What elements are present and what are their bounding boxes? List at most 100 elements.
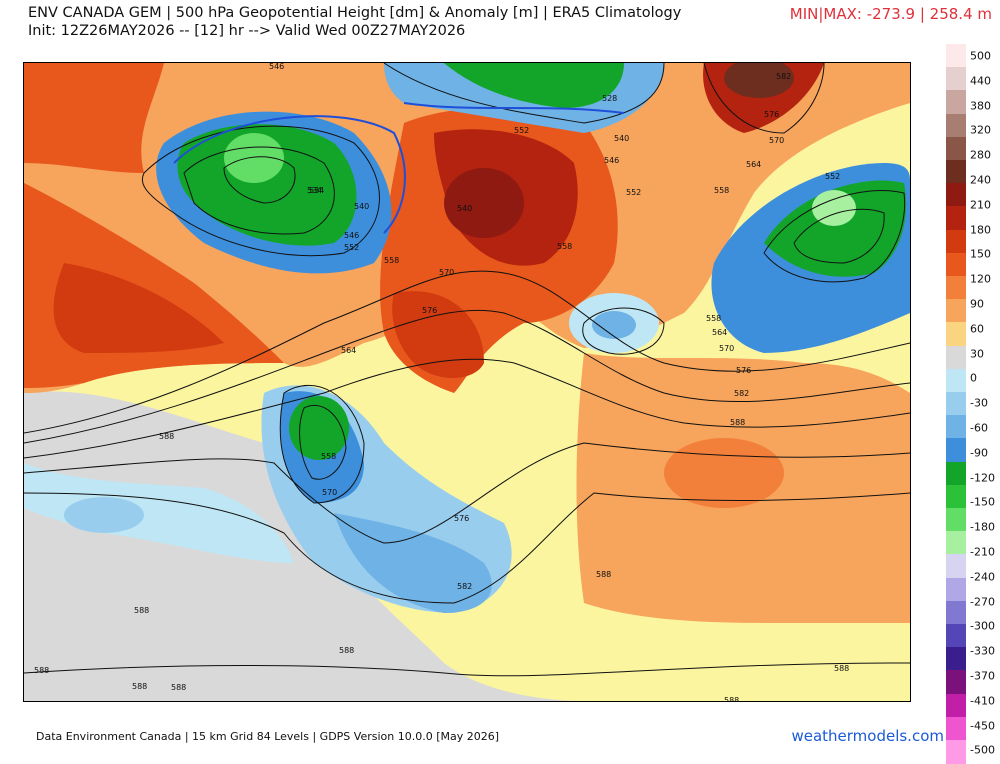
contour-label: 570	[719, 344, 734, 353]
sw-low-peak	[289, 396, 349, 460]
colorbar-swatch	[946, 299, 966, 323]
contour-label: 552	[514, 126, 529, 135]
colorbar-tick-label: -450	[970, 719, 995, 733]
colorbar-tick-label: 380	[970, 99, 991, 113]
min-max-readout: MIN|MAX: -273.9 | 258.4 m	[789, 5, 992, 23]
anomaly-zero-band-pacific	[24, 391, 324, 533]
colorbar-tick-label: 240	[970, 173, 991, 187]
colorbar-tick-label: 150	[970, 247, 991, 261]
anomaly-map: 546 528 534 540 582 576 570 564 558 552 …	[24, 63, 910, 701]
colorbar-swatch	[946, 740, 966, 764]
contour-label: 582	[776, 72, 791, 81]
colorbar-swatch	[946, 90, 966, 115]
prairie-ridge	[392, 291, 484, 378]
contour-label: 546	[344, 231, 359, 240]
colorbar-swatch	[946, 716, 966, 741]
contour-label: 540	[457, 204, 472, 213]
colorbar-tick-label: 0	[970, 371, 977, 385]
contour-label: 576	[764, 110, 779, 119]
contour-label: 588	[339, 646, 354, 655]
contour-label: 588	[132, 682, 147, 691]
pacific-ridge-core	[53, 263, 224, 353]
colorbar-swatch	[946, 624, 966, 648]
alaska-trough-peak	[224, 133, 284, 183]
contour-label: 582	[734, 389, 749, 398]
colorbar-tick-label: -270	[970, 595, 995, 609]
contour-label: 588	[34, 666, 49, 675]
colorbar-tick-label: -60	[970, 421, 988, 435]
contour-label: 582	[457, 582, 472, 591]
atlantic-positive-core	[664, 438, 784, 508]
contour-label: 552	[825, 172, 840, 181]
atlantic-trough-core	[764, 180, 907, 277]
colorbar-tick-label: -90	[970, 446, 988, 460]
colorbar-swatch	[946, 229, 966, 254]
contour-label: 588	[134, 606, 149, 615]
colorbar-tick-label: 440	[970, 74, 991, 88]
contour-label: 588	[730, 418, 745, 427]
canada-ridge-peak	[444, 168, 524, 238]
colorbar-tick-label: -300	[970, 619, 995, 633]
colorbar-swatch	[946, 67, 966, 91]
colorbar-swatch	[946, 600, 966, 625]
contour-label: 588	[724, 696, 739, 701]
contour-label: 564	[712, 328, 727, 337]
colorbar-tick-label: -210	[970, 545, 995, 559]
mexico-trough	[334, 513, 492, 613]
arctic-trough-core	[444, 63, 624, 108]
colorbar-swatch	[946, 183, 966, 207]
contour-label: 588	[159, 432, 174, 441]
contour-label: 534	[307, 186, 322, 195]
contour-label: 552	[344, 243, 359, 252]
contour-label: 588	[171, 683, 186, 692]
colorbar-swatch	[946, 44, 966, 68]
colorbar-tick-label: 90	[970, 297, 984, 311]
contour-label: 558	[714, 186, 729, 195]
colorbar-swatch	[946, 392, 966, 416]
contour-label: 540	[354, 202, 369, 211]
contour-label: 570	[769, 136, 784, 145]
contour-label: 570	[322, 488, 337, 497]
colorbar-swatch	[946, 322, 966, 347]
west-ridge	[24, 63, 164, 173]
colorbar-tick-label: -410	[970, 694, 995, 708]
colorbar-tick-label: -30	[970, 396, 988, 410]
contour-label: 576	[422, 306, 437, 315]
colorbar-tick-label: 320	[970, 123, 991, 137]
contour-labels: 546 528 534 540 582 576 570 564 558 552 …	[34, 63, 849, 701]
colorbar-swatch	[946, 415, 966, 439]
colorbar-tick-label: -120	[970, 471, 995, 485]
colorbar-swatch	[946, 276, 966, 300]
height-contours	[24, 63, 910, 677]
contour-label: 558	[706, 314, 721, 323]
colorbar-swatch	[946, 508, 966, 532]
map-panel: 546 528 534 540 582 576 570 564 558 552 …	[23, 62, 911, 702]
contour-540-arctic	[403, 102, 625, 114]
contour-label: 552	[626, 188, 641, 197]
contour-label: 564	[341, 346, 356, 355]
contour-label: 588	[834, 664, 849, 673]
atlantic-trough-peak	[812, 190, 856, 226]
colorbar-tick-label: 120	[970, 272, 991, 286]
colorbar-tick-label: -370	[970, 669, 995, 683]
colorbar-tick-label: -500	[970, 743, 995, 757]
pacific-negative-anomaly	[24, 463, 294, 563]
contour-label: 588	[596, 570, 611, 579]
contour-label: 558	[557, 242, 572, 251]
data-source: Data Environment Canada | 15 km Grid 84 …	[36, 730, 500, 743]
colorbar-tick-label: 30	[970, 347, 984, 361]
colorbar-swatch	[946, 252, 966, 277]
brand-link[interactable]: weathermodels.com	[791, 727, 944, 745]
colorbar-swatch	[946, 647, 966, 671]
contour-label: 528	[602, 94, 617, 103]
colorbar-swatch	[946, 554, 966, 579]
greenland-ridge-core	[724, 63, 794, 98]
contour-label: 558	[321, 452, 336, 461]
colorbar-swatch	[946, 577, 966, 602]
colorbar-tick-label: 280	[970, 148, 991, 162]
hudson-low-core	[592, 311, 636, 339]
contour-label: 576	[454, 514, 469, 523]
colorbar-tick-label: -180	[970, 520, 995, 534]
contour-label: 546	[269, 63, 284, 71]
colorbar-swatch	[946, 670, 966, 695]
